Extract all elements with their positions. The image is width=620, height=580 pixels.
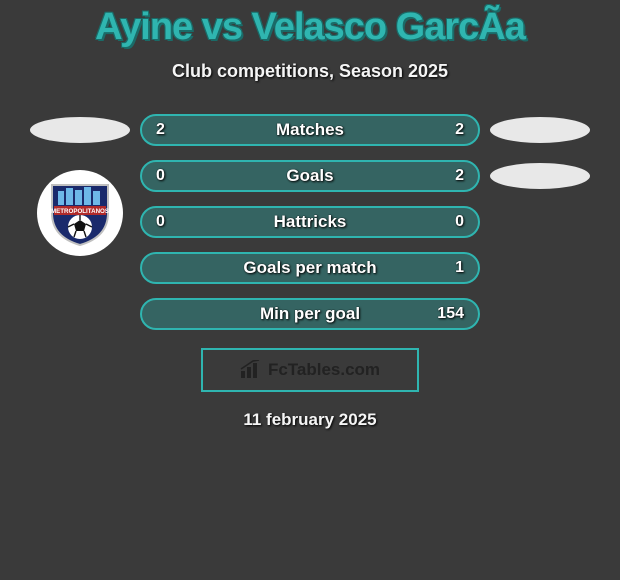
- right-badge-slot: [480, 117, 600, 143]
- comparison-subtitle: Club competitions, Season 2025: [0, 61, 620, 82]
- team-badge-placeholder-right: [490, 117, 590, 143]
- stat-bar-matches: 2 Matches 2: [140, 114, 480, 146]
- stat-label: Min per goal: [190, 304, 430, 324]
- stat-label: Goals: [190, 166, 430, 186]
- stats-rows: 2 Matches 2 MET: [0, 114, 620, 330]
- team-badge-placeholder-right: [490, 163, 590, 189]
- fctables-label: FcTables.com: [268, 360, 380, 380]
- stat-right-value: 2: [430, 167, 464, 185]
- metropolitanos-crest-icon: METROPOLITANOS: [37, 170, 123, 256]
- stat-label: Goals per match: [190, 258, 430, 278]
- left-badge-slot: [20, 117, 140, 143]
- stat-label: Hattricks: [190, 212, 430, 232]
- stat-row: Min per goal 154: [0, 298, 620, 330]
- right-badge-slot: [480, 163, 600, 189]
- footer-date: 11 february 2025: [0, 410, 620, 430]
- stat-right-value: 2: [430, 121, 464, 139]
- stat-bar-goals: 0 Goals 2: [140, 160, 480, 192]
- bar-chart-icon: [240, 360, 262, 380]
- stat-bar-hattricks: 0 Hattricks 0: [140, 206, 480, 238]
- stat-right-value: 0: [430, 213, 464, 231]
- svg-text:METROPOLITANOS: METROPOLITANOS: [51, 208, 109, 215]
- fctables-branding: FcTables.com: [201, 348, 419, 392]
- team-badge-placeholder-left: [30, 117, 130, 143]
- stat-right-value: 154: [430, 305, 464, 323]
- stat-left-value: 0: [156, 167, 190, 185]
- stat-label: Matches: [190, 120, 430, 140]
- stat-bar-min-per-goal: Min per goal 154: [140, 298, 480, 330]
- stat-left-value: 0: [156, 213, 190, 231]
- stat-row: Goals per match 1: [0, 252, 620, 284]
- stat-row: METROPOLITANOS 0 Goals 2: [0, 160, 620, 192]
- stat-left-value: 2: [156, 121, 190, 139]
- stat-bar-goals-per-match: Goals per match 1: [140, 252, 480, 284]
- stat-right-value: 1: [430, 259, 464, 277]
- stat-row: 2 Matches 2: [0, 114, 620, 146]
- comparison-title: Ayine vs Velasco GarcÃa: [0, 0, 620, 49]
